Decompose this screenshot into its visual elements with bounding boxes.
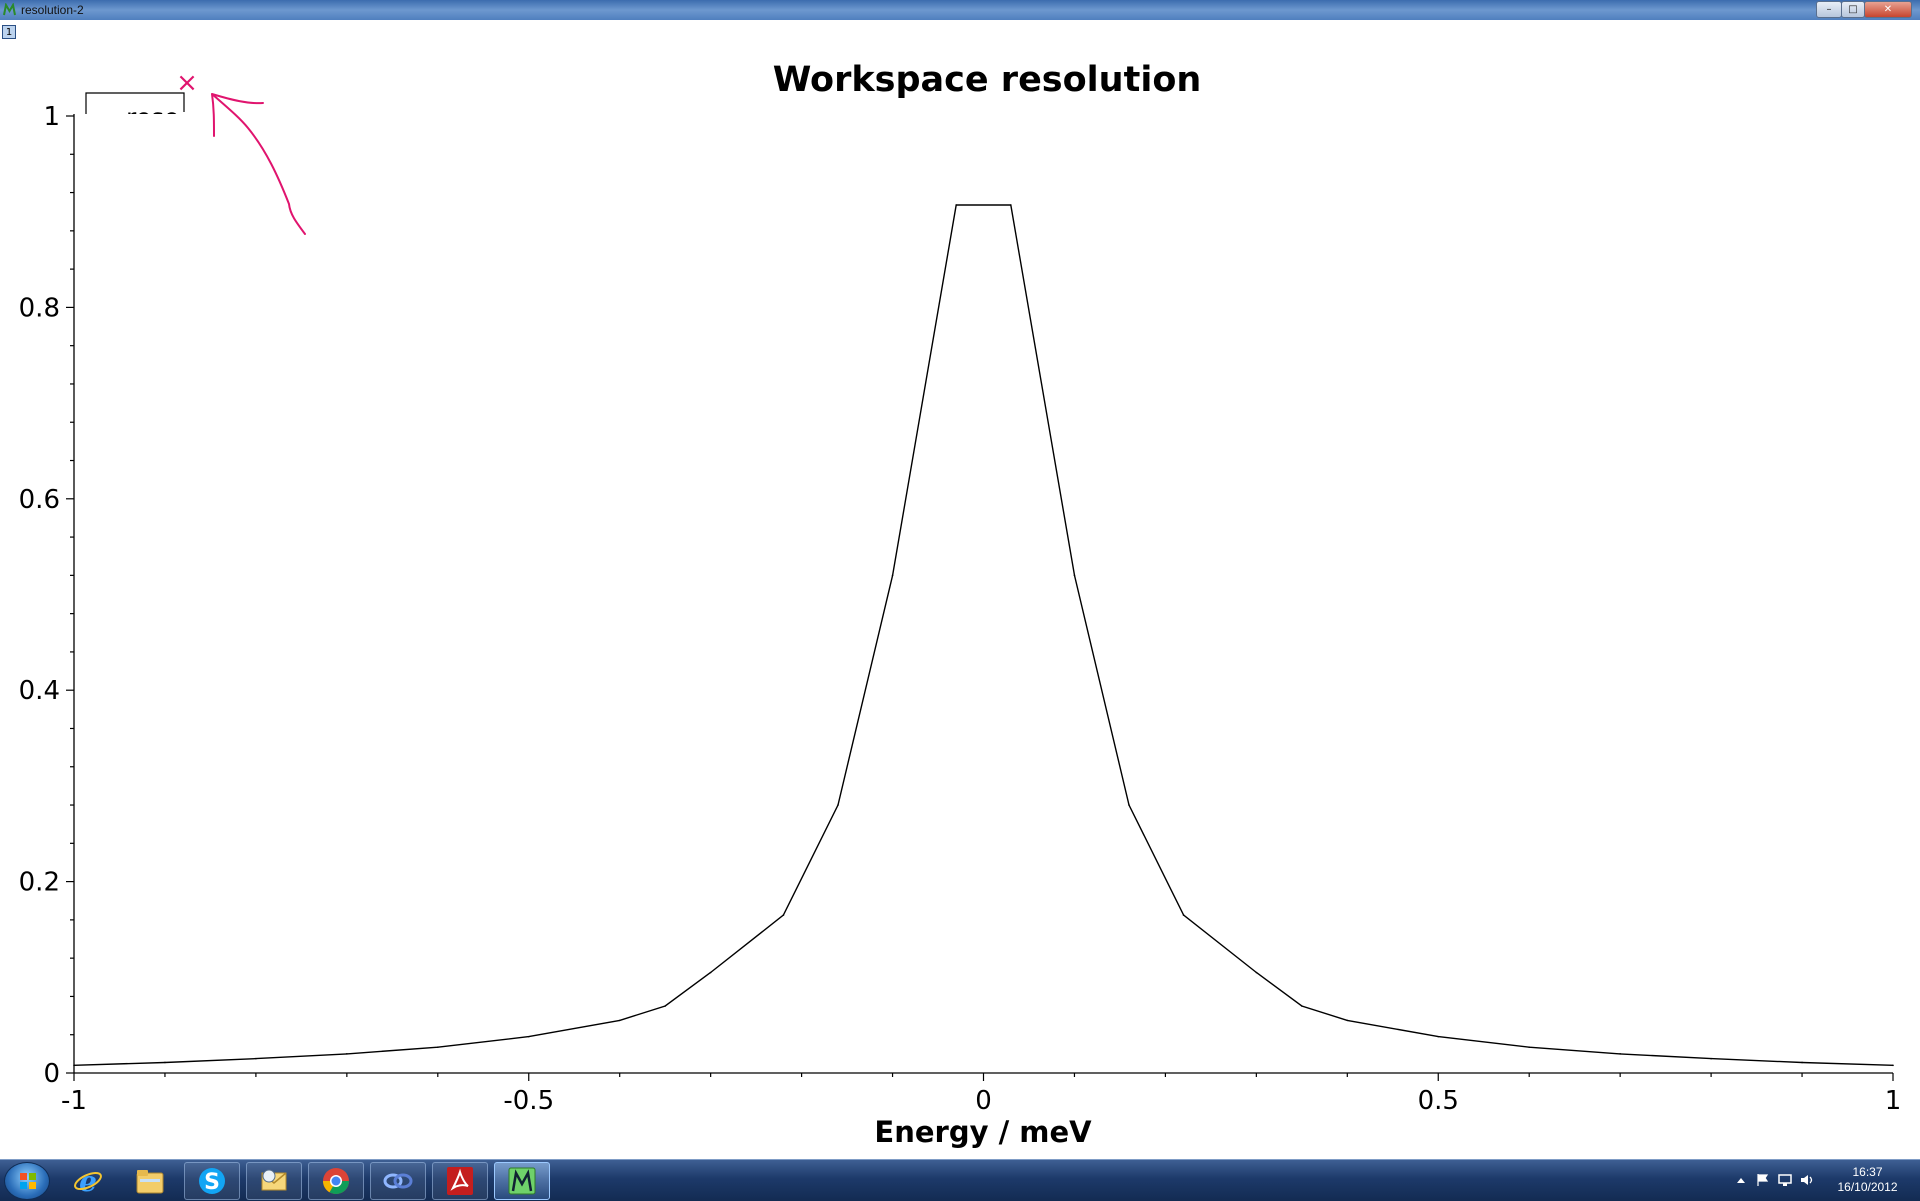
taskbar-mantidplot[interactable]: [494, 1162, 550, 1200]
adobe-reader-icon: [447, 1167, 473, 1195]
data-point: [1128, 804, 1130, 806]
taskbar-skype[interactable]: S: [184, 1162, 240, 1200]
data-point: [1255, 971, 1258, 974]
start-button[interactable]: [4, 1162, 50, 1200]
windows-flag-icon: [20, 1173, 36, 1189]
internet-explorer-icon: e: [74, 1166, 102, 1196]
y-axis-ticks: 0 0.2 0.4 0.6 0.8 1: [19, 102, 74, 1089]
taskbar-windows-explorer[interactable]: [122, 1162, 178, 1200]
volume-icon[interactable]: [1799, 1173, 1815, 1187]
data-point: [1801, 1061, 1803, 1064]
data-point: [1619, 1053, 1621, 1055]
data-point: [1182, 914, 1185, 916]
taskbar-adobe-reader[interactable]: [432, 1162, 488, 1200]
annotation: ×: [176, 68, 306, 235]
data-point: [73, 1064, 75, 1067]
window-title-bar[interactable]: resolution-2 – □ ✕: [0, 0, 1920, 20]
data-point: [618, 1019, 621, 1022]
legend-label: reso: [126, 103, 179, 132]
clock-time: 16:37: [1852, 1165, 1883, 1179]
chrome-icon: [322, 1168, 350, 1195]
legend-frame: [85, 92, 185, 114]
svg-text:S: S: [204, 1170, 220, 1195]
y-tick-label: 0.8: [19, 293, 60, 323]
network-icon[interactable]: [1777, 1173, 1793, 1187]
data-point: [709, 971, 712, 974]
taskbar: e S: [0, 1159, 1920, 1201]
annotation-cross-marker: ×: [176, 68, 198, 98]
y-tick-label: 0.4: [19, 676, 60, 706]
series-line-resolution[interactable]: [73, 204, 1894, 1066]
taskbar-outlook[interactable]: [246, 1162, 302, 1200]
outlook-icon: [261, 1169, 287, 1191]
taskbar-internet-explorer[interactable]: e: [60, 1162, 116, 1200]
mantid-app-icon: [3, 3, 16, 16]
x-axis-ticks: -1 -0.5 0 0.5 1: [61, 1073, 1901, 1116]
data-point: [1710, 1057, 1712, 1060]
data-point: [1301, 1005, 1303, 1007]
x-tick-label: 1: [1885, 1086, 1902, 1116]
skype-icon: S: [199, 1168, 225, 1195]
legend[interactable]: reso: [85, 92, 185, 132]
mantidplot-icon: [508, 1167, 536, 1195]
show-hidden-icons-icon[interactable]: [1733, 1173, 1749, 1187]
data-point: [527, 1035, 530, 1038]
layer-indicator-button[interactable]: 1: [2, 25, 16, 39]
data-point: [437, 1046, 439, 1048]
y-tick-label: 0.6: [19, 485, 60, 515]
taskbar-network-app[interactable]: [370, 1162, 426, 1200]
data-point: [1528, 1046, 1530, 1048]
x-tick-label: -1: [61, 1086, 87, 1116]
data-point: [891, 574, 894, 577]
chart-title: Workspace resolution: [773, 60, 1202, 100]
folder-icon: [136, 1170, 164, 1194]
minimize-button[interactable]: –: [1816, 1, 1842, 18]
series-group: [73, 204, 1894, 1067]
data-point: [164, 1061, 166, 1064]
x-axis-label: Energy / meV: [874, 1115, 1092, 1149]
data-point: [782, 914, 785, 916]
system-clock[interactable]: 16:37 16/10/2012: [1820, 1165, 1915, 1195]
data-point: [1073, 574, 1076, 577]
data-point: [255, 1057, 257, 1060]
data-point: [1437, 1035, 1440, 1038]
data-point: [664, 1005, 666, 1007]
clock-date: 16/10/2012: [1837, 1180, 1898, 1194]
window-title: resolution-2: [21, 3, 84, 17]
data-point: [1009, 204, 1012, 206]
taskbar-chrome[interactable]: [308, 1162, 364, 1200]
y-tick-label: 0: [43, 1059, 60, 1089]
annotation-arrow: [211, 93, 306, 235]
data-point: [1346, 1019, 1349, 1022]
y-tick-label: 1: [43, 102, 60, 132]
network-app-icon: [383, 1173, 413, 1189]
data-point: [837, 804, 839, 806]
y-tick-label: 0.2: [19, 868, 60, 898]
svg-text:e: e: [79, 1166, 97, 1196]
x-tick-label: -0.5: [503, 1086, 554, 1116]
data-point: [955, 204, 958, 206]
close-button[interactable]: ✕: [1864, 1, 1912, 18]
x-tick-label: 0: [975, 1086, 992, 1116]
data-point: [346, 1053, 348, 1055]
action-center-flag-icon[interactable]: [1755, 1173, 1771, 1187]
plot-canvas[interactable]: Workspace resolution 0 0.2 0.4 0.6 0.8 1 -1 -0…: [0, 40, 1920, 1150]
maximize-button[interactable]: □: [1841, 1, 1865, 18]
x-tick-label: 0.5: [1418, 1086, 1459, 1116]
data-point: [1892, 1064, 1894, 1067]
